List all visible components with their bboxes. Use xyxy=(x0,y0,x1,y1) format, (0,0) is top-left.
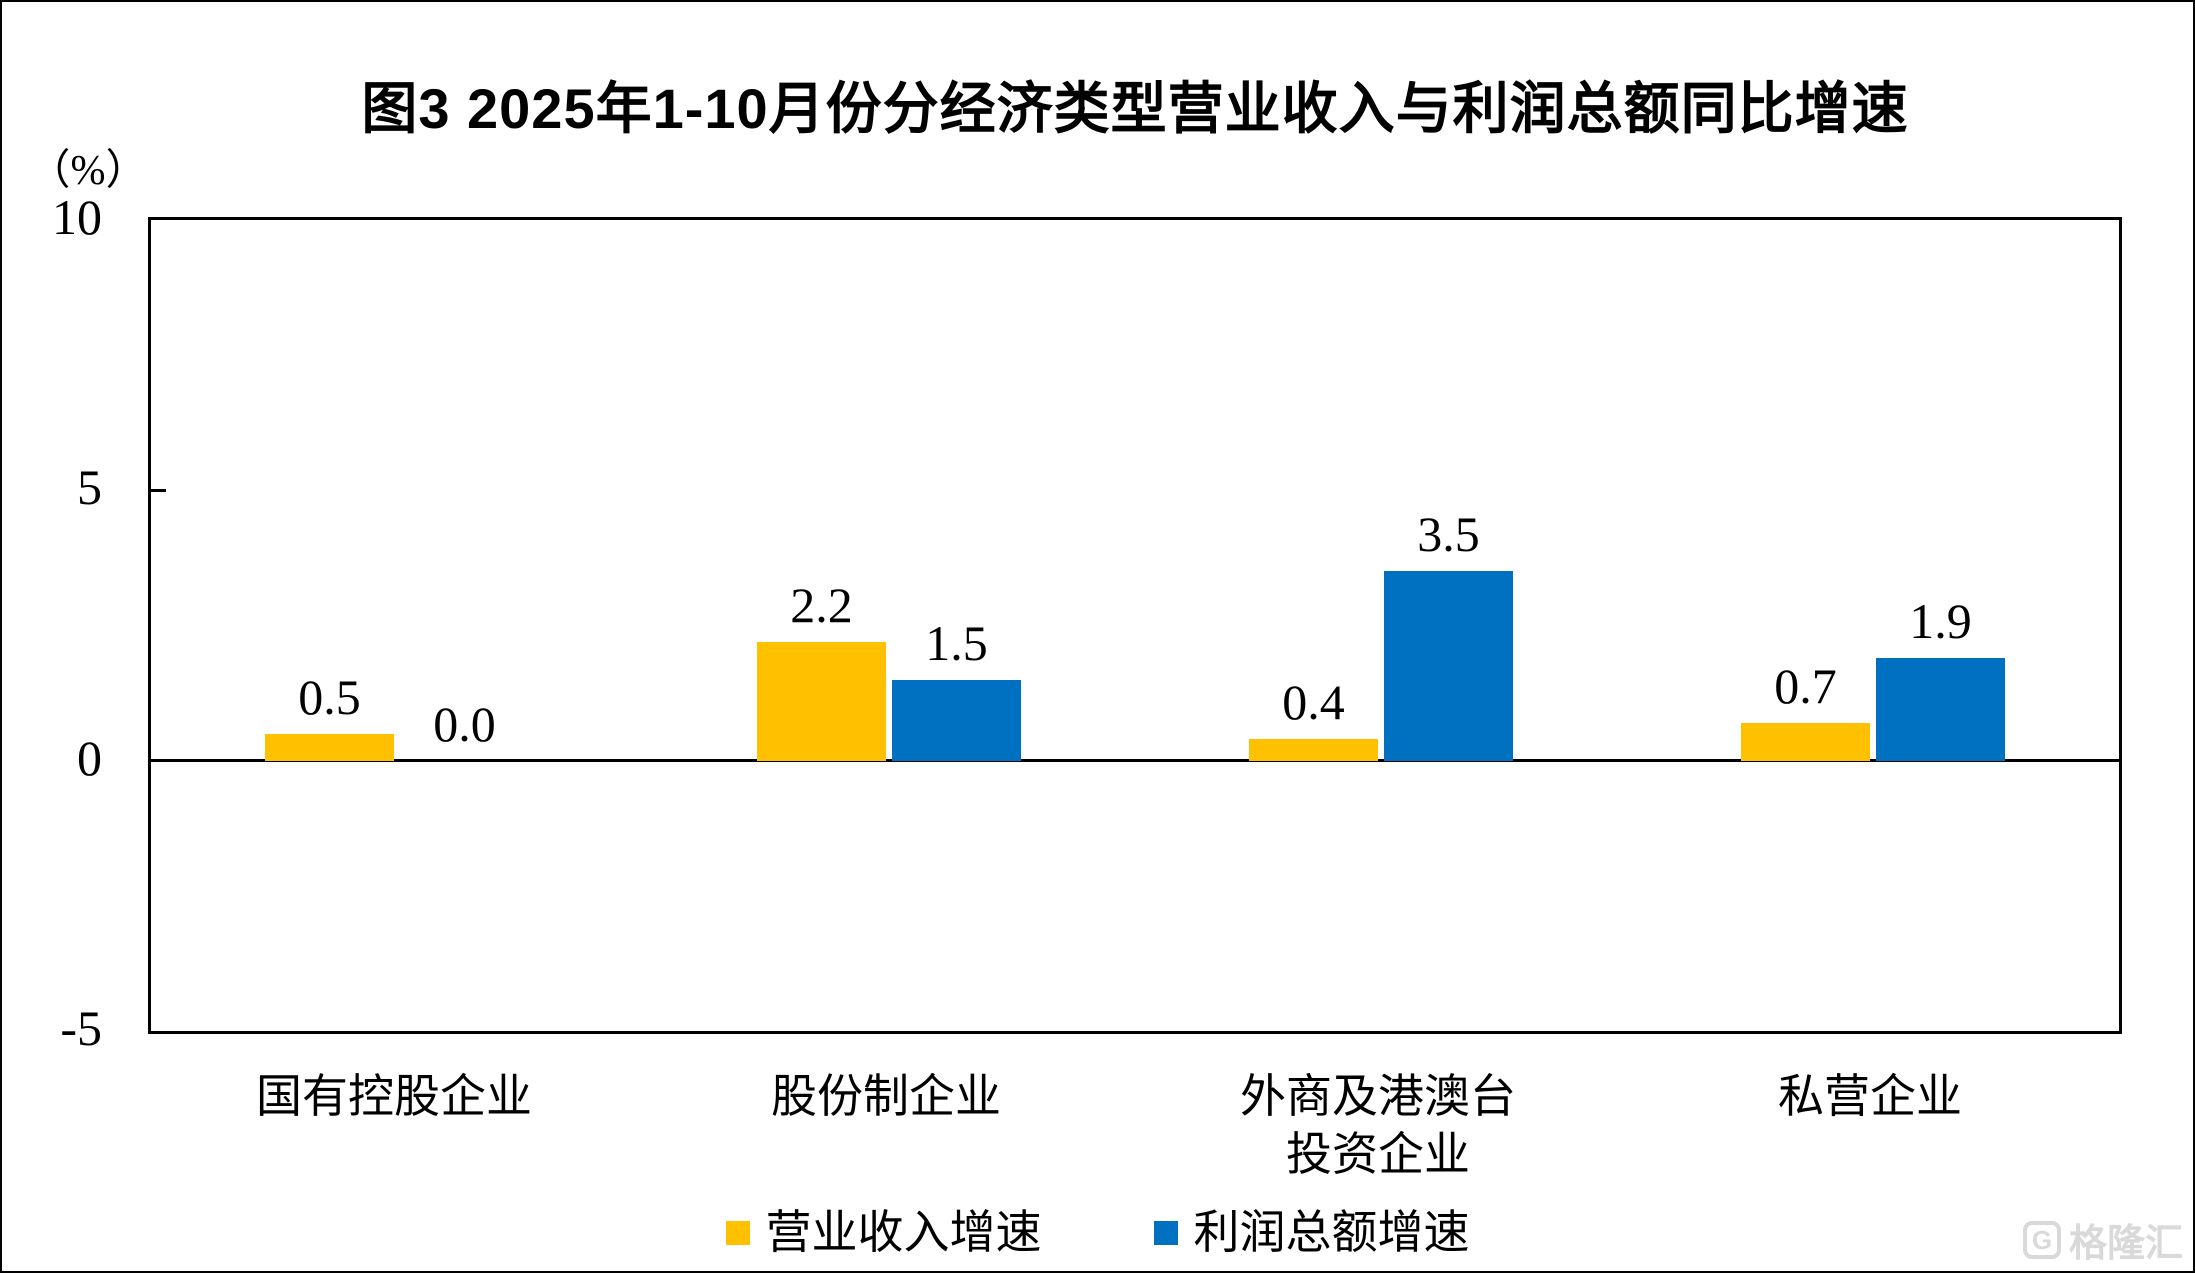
watermark-text: 格隆汇 xyxy=(2068,1223,2183,1265)
y-axis: 10 5 0 -5 xyxy=(0,189,102,1056)
bar-营业收入增速-国有控股企业 xyxy=(265,733,394,761)
x-axis-labels: 国有控股企业 股份制企业 外商及港澳台 投资企业 私营企业 xyxy=(148,1068,2122,1198)
chart-legend: 营业收入增速 利润总额增速 xyxy=(0,1202,2195,1264)
bar-营业收入增速-外商及港澳台投资企业 xyxy=(1249,739,1378,761)
legend-item-营业收入增速: 营业收入增速 xyxy=(725,1205,1042,1261)
legend-swatch-icon xyxy=(725,1221,750,1245)
y-tick-label: 0 xyxy=(77,729,102,786)
bar-营业收入增速-股份制企业 xyxy=(757,641,886,761)
gelonghui-logo-icon: G xyxy=(2022,1220,2061,1259)
bar-利润总额增速-股份制企业 xyxy=(892,679,1021,761)
legend-swatch-icon xyxy=(1153,1221,1178,1245)
legend-item-利润总额增速: 利润总额增速 xyxy=(1153,1205,1470,1261)
chart-title: 图3 2025年1-10月份分经济类型营业收入与利润总额同比增速 xyxy=(361,77,1909,140)
bar-利润总额增速-外商及港澳台投资企业 xyxy=(1384,571,1513,761)
x-category-label: 外商及港澳台 投资企业 xyxy=(1240,1071,1516,1180)
watermark: G 格隆汇 xyxy=(2022,1212,2183,1267)
bar-营业收入增速-私营企业 xyxy=(1741,722,1870,761)
zero-baseline xyxy=(151,759,2119,763)
y-axis-tick-mark xyxy=(151,488,166,492)
bar-value-label: 0.5 xyxy=(298,668,361,725)
bar-value-label: 3.5 xyxy=(1417,506,1480,563)
bar-value-label: 0.0 xyxy=(433,695,496,752)
bar-利润总额增速-私营企业 xyxy=(1876,657,2005,761)
legend-label: 利润总额增速 xyxy=(1193,1207,1470,1258)
plot-area: 0.5 0.0 2.2 1.5 0.4 3.5 0.7 1.9 xyxy=(148,217,2122,1034)
bar-value-label: 1.5 xyxy=(925,614,988,671)
bar-value-label: 1.9 xyxy=(1909,592,1972,649)
x-category-label: 国有控股企业 xyxy=(256,1071,532,1122)
x-category-label: 股份制企业 xyxy=(771,1071,1001,1122)
bar-value-label: 0.7 xyxy=(1774,657,1837,714)
y-axis-unit-label: （%） xyxy=(28,148,148,194)
bar-value-label: 2.2 xyxy=(790,576,853,633)
y-tick-label: 10 xyxy=(52,189,102,245)
x-category-label: 私营企业 xyxy=(1778,1071,1962,1122)
bar-value-label: 0.4 xyxy=(1282,674,1345,731)
y-tick-label: -5 xyxy=(60,1000,102,1056)
legend-label: 营业收入增速 xyxy=(765,1207,1042,1258)
y-tick-label: 5 xyxy=(77,459,102,516)
plot-inner: 0.5 0.0 2.2 1.5 0.4 3.5 0.7 1.9 xyxy=(151,220,2119,1031)
